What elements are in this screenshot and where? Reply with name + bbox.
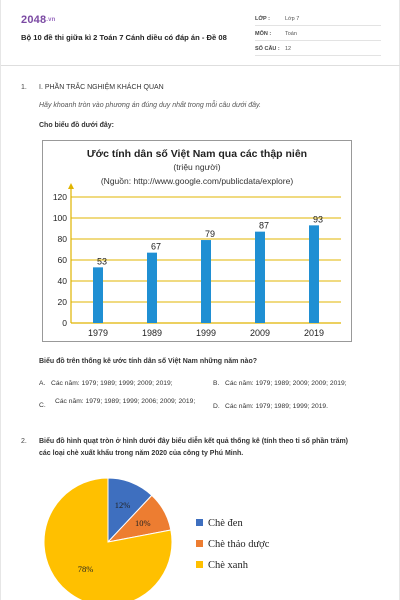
option-d[interactable]: D. Các năm: 1979; 1989; 1999; 2019. [213,403,328,410]
bar [93,267,103,323]
pie-slice [43,477,173,600]
question-number: 1. [21,84,27,91]
chart-source: (Nguồn: http://www.google.com/publicdata… [101,176,293,186]
bar [147,252,157,323]
question-text: Biểu đồ trên thống kê ước tính dân số Vi… [39,358,257,365]
population-bar-chart: Ước tính dân số Việt Nam qua các thập ni… [42,140,352,342]
x-tick-label: 1989 [142,328,162,338]
bar-value-label: 53 [97,256,107,266]
y-tick-label: 100 [53,213,67,223]
legend-item-1: Chè thảo dược [196,539,269,550]
x-tick-label: 2009 [250,328,270,338]
document-header: 2048.vn Bộ 10 đề thi giữa kì 2 Toán 7 Cá… [1,0,400,66]
pie-slice-label: 12% [115,500,131,510]
question-lead: Cho biểu đồ dưới đây: [39,122,114,129]
chart-subtitle: (triệu người) [173,162,220,172]
chart-title: Ước tính dân số Việt Nam qua các thập ni… [87,148,307,160]
y-axis-arrow [68,183,74,189]
meta-row-grade: LỚP : Lớp 7 [255,14,381,26]
option-a[interactable]: A. Các năm: 1979; 1989; 1999; 2009; 2019; [39,380,173,387]
bar-chart-svg: Ước tính dân số Việt Nam qua các thập ni… [53,148,341,338]
legend-item-0: Chè đen [196,518,243,529]
bar-value-label: 93 [313,214,323,224]
meta-row-count: SỐ CÂU : 12 [255,44,381,56]
question-number-2: 2. [21,438,27,445]
pie-chart-svg: 12% 10% 78% [43,477,173,600]
legend-item-2: Chè xanh [196,560,248,571]
site-logo[interactable]: 2048.vn [21,14,56,26]
option-c[interactable]: Các năm: 1979; 1989; 1999; 2006; 2009; 2… [55,398,196,405]
document-title: Bộ 10 đề thi giữa kì 2 Toán 7 Cánh diều … [21,33,227,42]
option-b[interactable]: B. Các năm: 1979; 1989; 2009; 2009; 2019; [213,380,347,387]
y-tick-label: 40 [58,276,68,286]
y-tick-label: 0 [62,318,67,328]
meta-row-subject: MÔN : Toán [255,29,381,41]
question-2-line1: Biểu đồ hình quạt tròn ở hình dưới đây b… [39,438,349,445]
bar-value-label: 87 [259,221,269,231]
bar [201,240,211,323]
option-c-letter: C. [39,402,46,409]
y-tick-label: 80 [58,234,68,244]
pie-slice-label: 10% [135,518,151,528]
y-tick-label: 120 [53,192,67,202]
x-tick-label: 2019 [304,328,324,338]
question-2-line2: các loại chè xuất khẩu trong năm 2020 củ… [39,450,244,457]
bar [255,231,265,323]
instruction-text: Hãy khoanh tròn vào phương án đúng duy n… [39,102,261,109]
bar-value-label: 79 [205,229,215,239]
tea-export-pie-chart: 12% 10% 78% Chè đen Chè thảo dược Chè xanh [41,470,301,600]
bar-value-label: 67 [151,242,161,252]
bar [309,225,319,323]
x-tick-label: 1999 [196,328,216,338]
x-tick-label: 1979 [88,328,108,338]
pie-slice-label: 78% [78,564,94,574]
y-tick-label: 20 [58,297,68,307]
y-tick-label: 60 [58,255,68,265]
section-title: I. PHẦN TRẮC NGHIỆM KHÁCH QUAN [39,84,164,91]
